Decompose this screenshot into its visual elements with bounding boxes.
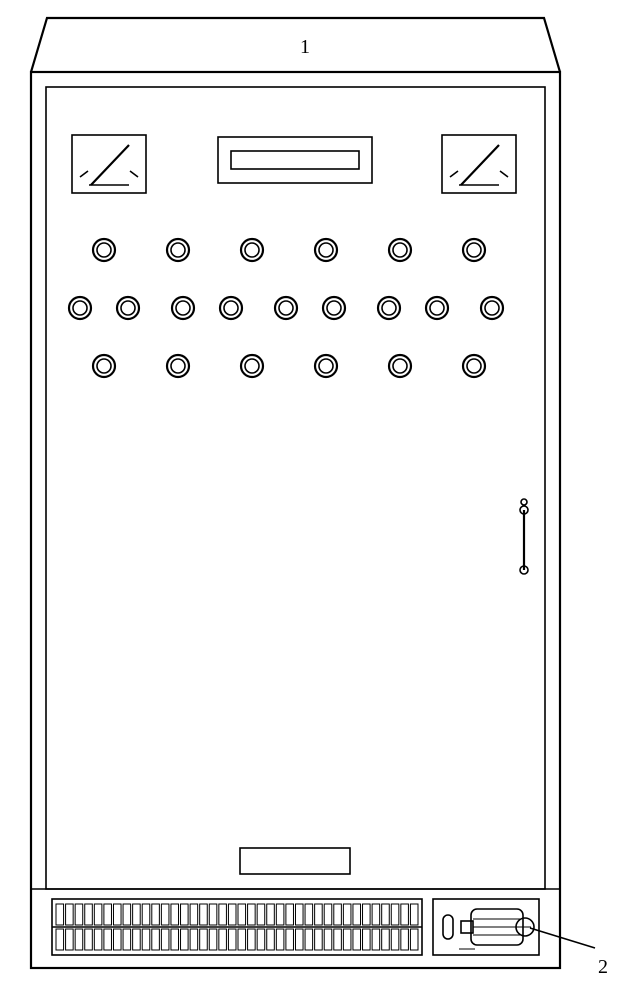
indicator-lamp: [69, 297, 91, 319]
display-inner: [231, 151, 359, 169]
indicator-lamp: [481, 297, 503, 319]
indicator-lamp: [241, 355, 263, 377]
indicator-lamp: [389, 239, 411, 261]
meter-right: [442, 135, 516, 193]
cabinet-body: [31, 72, 560, 968]
module-capacitor: [443, 915, 453, 939]
nameplate: [240, 848, 350, 874]
cabinet-roof: [31, 18, 560, 72]
indicator-lamp: [315, 355, 337, 377]
indicator-lamp: [167, 355, 189, 377]
indicator-lamp: [463, 355, 485, 377]
indicator-lamp: [463, 239, 485, 261]
callout-label-1: 1: [300, 36, 310, 59]
indicator-lamp: [275, 297, 297, 319]
meter-left: [72, 135, 146, 193]
indicator-lamp: [220, 297, 242, 319]
cabinet-door: [46, 87, 545, 889]
display-outer: [218, 137, 372, 183]
indicator-lamp: [315, 239, 337, 261]
indicator-lamp: [167, 239, 189, 261]
indicator-lamp: [426, 297, 448, 319]
indicator-lamp: [172, 297, 194, 319]
callout-label-2: 2: [598, 956, 608, 979]
indicator-lamp: [378, 297, 400, 319]
indicator-lamp: [117, 297, 139, 319]
indicator-lamp: [93, 239, 115, 261]
indicator-lamp: [93, 355, 115, 377]
indicator-lamp: [323, 297, 345, 319]
technical-drawing: [0, 0, 632, 1000]
indicator-lamp: [241, 239, 263, 261]
indicator-lamp: [389, 355, 411, 377]
